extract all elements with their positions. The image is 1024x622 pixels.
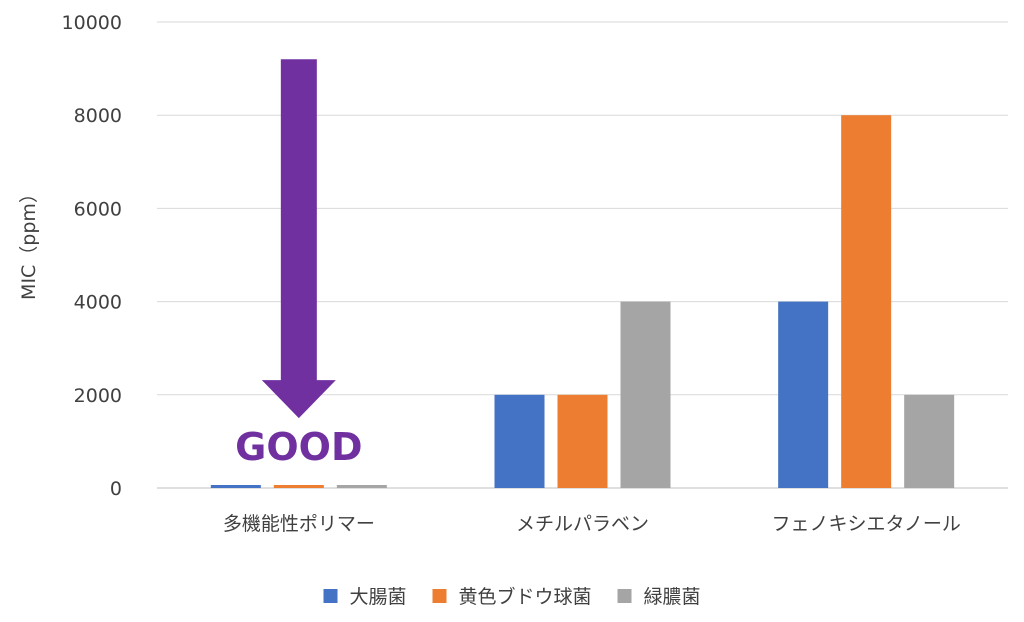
- bar: [336, 485, 387, 488]
- legend-label: 大腸菌: [350, 586, 407, 608]
- legend-label: 緑膿菌: [644, 586, 701, 608]
- legend-swatch: [323, 589, 338, 603]
- good-annotation: GOOD: [235, 59, 363, 469]
- y-axis-ticks: 0 2000 4000 6000 8000 10000: [62, 12, 122, 500]
- bar: [841, 115, 892, 488]
- bars: [210, 115, 955, 488]
- y-tick-label: 6000: [74, 198, 122, 220]
- bar: [778, 301, 829, 488]
- y-tick-label: 2000: [74, 385, 122, 407]
- bar: [210, 485, 261, 488]
- bar: [557, 394, 608, 488]
- legend: 大腸菌 黄色ブドウ球菌 緑膿菌: [323, 585, 701, 608]
- y-tick-label: 4000: [74, 292, 122, 314]
- category-label: メチルパラベン: [516, 513, 649, 535]
- category-labels: 多機能性ポリマー メチルパラベン フェノキシエタノール: [223, 513, 961, 535]
- legend-label: 黄色ブドウ球菌: [459, 585, 592, 608]
- category-label: 多機能性ポリマー: [223, 513, 375, 535]
- legend-swatch: [432, 589, 447, 603]
- legend-swatch: [617, 589, 632, 603]
- annotation-text: GOOD: [235, 425, 362, 469]
- y-axis-label: MIC（ppm）: [18, 184, 40, 300]
- bar: [273, 485, 324, 488]
- bar: [620, 301, 671, 488]
- bar: [904, 394, 955, 488]
- y-tick-label: 0: [110, 478, 122, 500]
- bar: [494, 394, 545, 488]
- category-label: フェノキシエタノール: [771, 513, 960, 535]
- y-tick-label: 10000: [62, 12, 122, 34]
- y-tick-label: 8000: [74, 105, 122, 127]
- down-arrow-icon: [261, 59, 336, 419]
